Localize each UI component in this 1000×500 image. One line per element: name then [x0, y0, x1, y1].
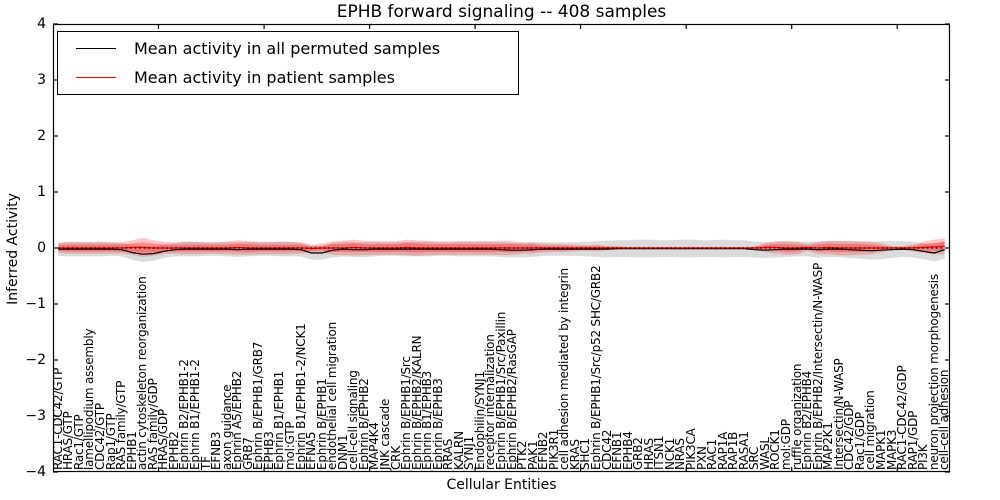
y-tick-label: −1: [25, 296, 46, 312]
chart-title: EPHB forward signaling -- 408 samples: [336, 2, 667, 22]
y-tick-label: 0: [37, 240, 46, 256]
legend-item-permuted: Mean activity in all permuted samples: [58, 37, 518, 61]
red-line-swatch-icon: [76, 76, 116, 78]
y-tick-label: 1: [37, 184, 46, 200]
y-tick-label: 2: [37, 128, 46, 144]
permuted-mean-line: [58, 248, 945, 255]
legend-item-patient: Mean activity in patient samples: [58, 65, 518, 89]
black-line-swatch-icon: [76, 48, 116, 50]
x-category-label: cell-cell adhesion: [937, 369, 952, 470]
legend-label-permuted: Mean activity in all permuted samples: [134, 39, 441, 59]
legend-label-patient: Mean activity in patient samples: [134, 67, 395, 87]
y-tick-label: −2: [25, 352, 46, 368]
patient-samples-range-inner: [58, 241, 945, 253]
permuted-samples-range: [58, 239, 945, 262]
y-tick-label: 3: [37, 72, 46, 88]
y-tick-label: −3: [25, 408, 46, 424]
legend: Mean activity in all permuted samples Me…: [57, 31, 519, 95]
x-axis-label: Cellular Entities: [446, 477, 557, 493]
y-tick-label: 4: [37, 16, 46, 32]
y-tick-label: −4: [25, 464, 46, 480]
x-category-label: Ephrin B1/EPHB1-2: [188, 359, 202, 470]
